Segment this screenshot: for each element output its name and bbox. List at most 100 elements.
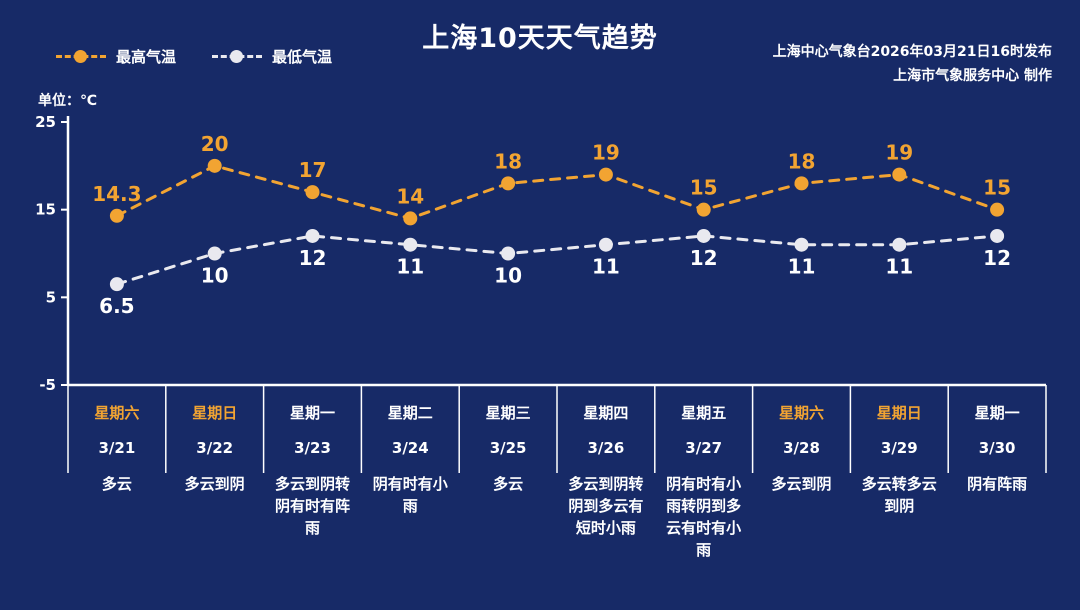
high-temp-value: 17 — [299, 158, 327, 182]
low-temp-value: 12 — [983, 246, 1011, 270]
high-temp-line-icon — [56, 50, 106, 63]
day-weather: 多云 — [493, 475, 524, 493]
low-temp-value: 12 — [690, 246, 718, 270]
y-tick-label: 25 — [35, 113, 56, 131]
day-name: 星期五 — [681, 404, 727, 422]
day-date: 3/25 — [489, 439, 527, 457]
legend-label-high: 最高气温 — [116, 48, 177, 66]
high-temp-value: 20 — [201, 132, 229, 156]
high-temp-point — [109, 208, 124, 223]
high-temp-point — [305, 185, 320, 200]
day-date: 3/28 — [783, 439, 820, 457]
issuer-line2: 上海市气象服务中心 制作 — [893, 68, 1052, 84]
day-weather: 阴有时有小雨转阴到多云有时有小雨 — [666, 475, 742, 559]
y-tick-label: 15 — [35, 201, 56, 219]
issuer-line1: 上海中心气象台2026年03月21日16时发布 — [772, 44, 1052, 60]
day-name: 星期二 — [387, 404, 433, 422]
day-name: 星期六 — [94, 404, 140, 422]
high-temp-point — [501, 176, 516, 191]
low-temp-point — [109, 277, 124, 292]
day-date: 3/21 — [98, 439, 136, 457]
low-temp-value: 10 — [201, 264, 229, 288]
day-name: 星期四 — [583, 404, 629, 422]
high-temp-point — [990, 202, 1005, 217]
day-date: 3/23 — [294, 439, 331, 457]
day-weather: 多云到阴 — [771, 475, 832, 493]
day-name: 星期日 — [876, 404, 922, 422]
low-temp-point — [696, 228, 711, 243]
day-column: 星期六 3/28 多云到阴 — [753, 392, 851, 561]
high-temp-value: 14 — [396, 184, 424, 208]
high-temp-value: 19 — [885, 141, 913, 165]
day-date: 3/26 — [587, 439, 625, 457]
day-name: 星期日 — [192, 404, 238, 422]
high-temp-point — [696, 202, 711, 217]
high-temp-value: 15 — [983, 176, 1011, 200]
high-temp-point — [892, 167, 907, 182]
issuer-info: 上海中心气象台2026年03月21日16时发布 上海市气象服务中心 制作 — [773, 40, 1052, 88]
high-dot — [74, 50, 87, 63]
low-temp-point — [598, 237, 613, 252]
chart-legend: 最高气温 最低气温 — [56, 46, 332, 67]
unit-label: 单位：℃ — [38, 93, 97, 109]
day-date: 3/29 — [880, 439, 918, 457]
day-date: 3/27 — [685, 439, 723, 457]
day-name: 星期六 — [778, 404, 824, 422]
high-temp-value: 18 — [494, 149, 522, 173]
day-name: 星期一 — [289, 404, 335, 422]
low-temp-value: 6.5 — [99, 294, 134, 318]
day-name: 星期三 — [485, 404, 531, 422]
day-date: 3/24 — [391, 439, 429, 457]
low-temp-point — [990, 228, 1005, 243]
day-column: 星期六 3/21 多云 — [68, 392, 166, 561]
day-weather: 多云 — [101, 475, 132, 493]
day-weather: 多云到阴转阴到多云有短时小雨 — [568, 475, 644, 537]
high-temp-value: 18 — [788, 149, 816, 173]
low-temp-value: 10 — [494, 264, 522, 288]
low-temp-line — [115, 234, 999, 286]
low-temp-value: 11 — [592, 255, 620, 279]
page-title: 上海10天天气趋势 — [422, 23, 658, 54]
low-temp-value: 12 — [299, 246, 327, 270]
day-column: 星期四 3/26 多云到阴转阴到多云有短时小雨 — [557, 392, 655, 561]
high-temp-point — [598, 167, 613, 182]
day-date: 3/30 — [978, 439, 1016, 457]
low-temp-point — [207, 246, 222, 261]
high-temp-value: 19 — [592, 141, 620, 165]
y-tick-label: 5 — [46, 288, 56, 306]
day-name: 星期一 — [974, 404, 1020, 422]
low-temp-point — [403, 237, 418, 252]
high-temp-point — [403, 211, 418, 226]
day-weather: 多云到阴转阴有时有阵雨 — [274, 475, 350, 537]
day-grid: 星期六 3/21 多云 星期日 3/22 多云到阴 星期一 3/23 多云到阴转阴有时有阵雨 星期… — [68, 392, 1046, 561]
low-temp-value: 11 — [788, 255, 816, 279]
legend-item-low: 最低气温 — [212, 46, 332, 67]
y-tick-label: -5 — [39, 376, 56, 394]
day-column: 星期五 3/27 阴有时有小雨转阴到多云有时有小雨 — [655, 392, 753, 561]
high-temp-line — [115, 164, 999, 221]
low-temp-point — [892, 237, 907, 252]
day-column: 星期二 3/24 阴有时有小雨 — [361, 392, 459, 561]
high-temp-point — [207, 158, 222, 173]
day-weather: 多云转多云到阴 — [861, 475, 937, 515]
low-temp-point — [794, 237, 809, 252]
day-date: 3/22 — [196, 439, 234, 457]
day-weather: 阴有阵雨 — [967, 475, 1028, 493]
low-temp-value: 11 — [396, 255, 424, 279]
legend-item-high: 最高气温 — [56, 46, 176, 67]
day-column: 星期日 3/22 多云到阴 — [166, 392, 264, 561]
day-weather: 阴有时有小雨 — [372, 475, 448, 515]
low-temp-line-icon — [212, 50, 263, 63]
day-weather: 多云到阴 — [184, 475, 245, 493]
high-temp-value: 15 — [690, 176, 718, 200]
legend-label-low: 最低气温 — [272, 48, 333, 66]
low-temp-point — [501, 246, 516, 261]
day-column: 星期日 3/29 多云转多云到阴 — [850, 392, 948, 561]
low-temp-point — [305, 228, 320, 243]
day-column: 星期一 3/23 多云到阴转阴有时有阵雨 — [264, 392, 362, 561]
low-dot — [230, 50, 244, 63]
high-temp-point — [794, 176, 809, 191]
high-temp-value: 14.3 — [92, 182, 141, 206]
day-column: 星期一 3/30 阴有阵雨 — [948, 392, 1046, 561]
low-temp-value: 11 — [885, 255, 913, 279]
